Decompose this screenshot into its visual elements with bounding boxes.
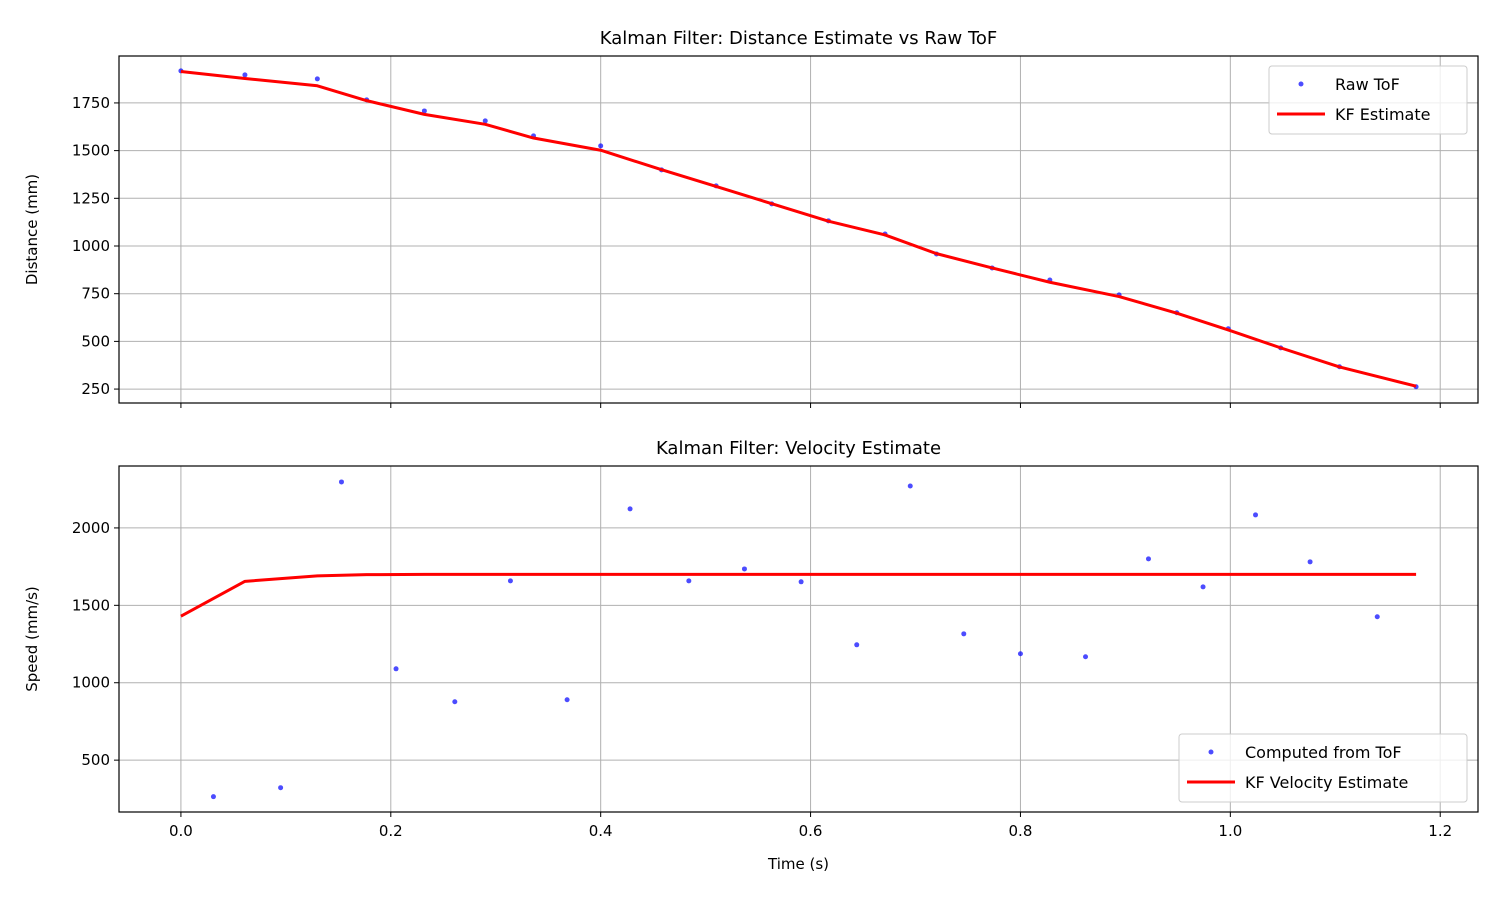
y-tick-label: 750	[81, 285, 110, 303]
series-line-1	[180, 572, 1417, 618]
y-tick-label: 1750	[72, 94, 110, 112]
x-tick-label: 0.8	[1009, 822, 1033, 840]
series-line-1	[180, 69, 1417, 388]
data-point	[393, 666, 399, 672]
x-tick-label: 0.0	[169, 822, 193, 840]
x-tick-label: 0.2	[379, 822, 403, 840]
data-point	[741, 566, 747, 572]
y-axis-label: Distance (mm)	[23, 174, 41, 285]
data-point	[907, 483, 913, 489]
axes-frame	[118, 465, 1479, 813]
data-point	[242, 72, 248, 78]
y-tick-label: 500	[81, 751, 110, 769]
legend: Computed from ToF KF Velocity Estimate	[1178, 733, 1468, 803]
data-point	[338, 479, 344, 485]
subplot-2: 0.0 0.2 0.4 0.6 0.8 1.0 1.2 500 1000 1500 2000 Kalm…	[23, 438, 1479, 873]
x-tick-label: 0.4	[589, 822, 613, 840]
y-tick-label: 1000	[72, 237, 110, 255]
data-point	[278, 785, 284, 791]
data-point	[507, 578, 513, 584]
y-tick-label: 1500	[72, 596, 110, 614]
legend-label: KF Velocity Estimate	[1245, 773, 1408, 792]
data-point	[482, 118, 488, 124]
data-point	[314, 76, 320, 82]
y-tick-label: 250	[81, 380, 110, 398]
data-point	[421, 108, 427, 114]
data-point	[798, 579, 804, 585]
data-point	[1083, 654, 1089, 660]
y-axis-label: Speed (mm/s)	[23, 586, 41, 692]
legend-label: Raw ToF	[1335, 75, 1400, 94]
data-point	[1017, 651, 1023, 657]
data-point	[1374, 614, 1380, 620]
chart-title: Kalman Filter: Distance Estimate vs Raw …	[600, 28, 998, 49]
data-point	[627, 506, 633, 512]
subplot-1: 250 500 750 1000 1250 1500 1750 Kalman Filter: …	[23, 28, 1479, 408]
y-tick-label: 1500	[72, 142, 110, 160]
legend-point-swatch	[1298, 81, 1304, 87]
x-axis-label: Time (s)	[767, 855, 829, 873]
data-point	[1307, 559, 1313, 565]
data-point	[854, 642, 860, 648]
y-tick-label: 500	[81, 332, 110, 350]
legend-label: KF Estimate	[1335, 105, 1430, 124]
y-tick-label: 1250	[72, 189, 110, 207]
data-point	[1253, 512, 1259, 518]
data-point	[564, 697, 570, 703]
data-point	[961, 631, 967, 637]
legend-label: Computed from ToF	[1245, 743, 1402, 762]
data-point	[598, 143, 604, 149]
legend-box	[1178, 733, 1468, 803]
legend: Raw ToF KF Estimate	[1268, 65, 1468, 135]
x-tick-label: 0.6	[799, 822, 823, 840]
data-point	[1145, 556, 1151, 562]
x-tick-label: 1.0	[1218, 822, 1242, 840]
y-tick-label: 2000	[72, 519, 110, 537]
legend-box	[1268, 65, 1468, 135]
data-point	[210, 794, 216, 800]
chart-title: Kalman Filter: Velocity Estimate	[656, 438, 941, 459]
data-point	[452, 699, 458, 705]
x-tick-label: 1.2	[1428, 822, 1452, 840]
legend-point-swatch	[1208, 749, 1214, 755]
data-point	[1200, 584, 1206, 590]
data-point	[686, 578, 692, 584]
axes-frame	[118, 55, 1479, 404]
y-tick-label: 1000	[72, 674, 110, 692]
